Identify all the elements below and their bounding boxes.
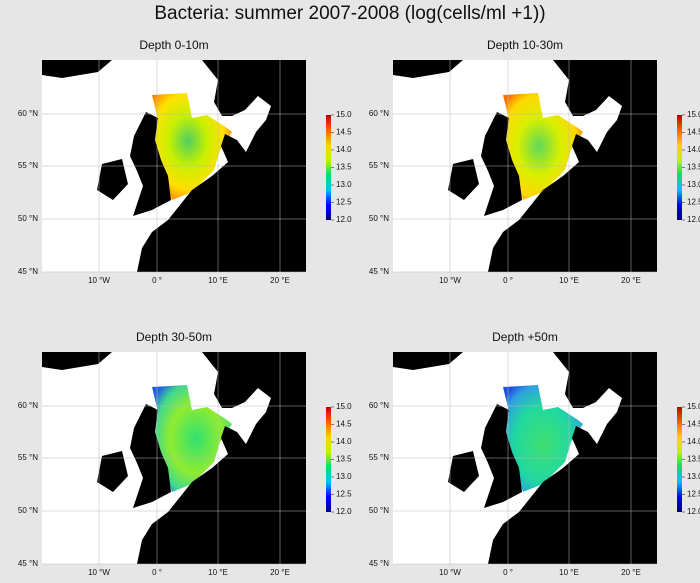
colorbar-label: 13.5 [336, 163, 352, 172]
longitude-label: 10 °E [208, 568, 228, 577]
colorbar [326, 115, 331, 220]
colorbar-label: 13.0 [687, 180, 700, 189]
panel-title: Depth 10-30m [487, 38, 563, 52]
map-panel: Depth 30-50m 45 °N 50 °N 55 °N 60 °N 10 °W 0 °… [18, 330, 352, 577]
colorbar-label: 12.5 [687, 198, 700, 207]
longitude-label: 0 ° [152, 568, 162, 577]
longitude-label: 10 °W [88, 568, 110, 577]
land [130, 112, 171, 216]
colorbar-label: 13.0 [336, 180, 352, 189]
latitude-label: 60 °N [369, 109, 389, 118]
latitude-label: 55 °N [369, 161, 389, 170]
latitude-label: 50 °N [369, 214, 389, 223]
map-panel: Depth 10-30m 45 °N 50 °N 55 °N 60 °N 10 °W 0 °… [369, 38, 700, 285]
longitude-label: 10 °E [559, 276, 579, 285]
map-panel: Depth +50m 45 °N 50 °N 55 °N 60 °N 10 °W 0 ° 10… [369, 330, 700, 577]
latitude-label: 45 °N [18, 267, 38, 276]
colorbar-label: 14.5 [336, 420, 352, 429]
colorbar-label: 12.0 [687, 507, 700, 516]
colorbar-label: 14.0 [687, 437, 700, 446]
land [97, 159, 128, 200]
land [42, 352, 112, 370]
colorbar-label: 12.5 [687, 490, 700, 499]
latitude-label: 50 °N [369, 506, 389, 515]
colorbar-label: 13.5 [336, 455, 352, 464]
colorbar-label: 14.0 [687, 145, 700, 154]
colorbar-label: 12.0 [336, 215, 352, 224]
land [42, 60, 112, 78]
colorbar-label: 14.5 [687, 420, 700, 429]
land [393, 352, 463, 370]
longitude-label: 20 °E [621, 276, 641, 285]
colorbar-label: 12.5 [336, 198, 352, 207]
latitude-label: 55 °N [369, 453, 389, 462]
measured-field [503, 93, 583, 200]
measured-field [503, 385, 583, 492]
colorbar-label: 13.0 [336, 472, 352, 481]
colorbar-label: 15.0 [687, 110, 700, 119]
colorbar-label: 15.0 [336, 402, 352, 411]
latitude-label: 55 °N [18, 453, 38, 462]
longitude-label: 0 ° [152, 276, 162, 285]
latitude-label: 45 °N [369, 559, 389, 568]
latitude-label: 50 °N [18, 214, 38, 223]
land [130, 404, 171, 508]
colorbar-label: 14.5 [687, 128, 700, 137]
latitude-label: 45 °N [369, 267, 389, 276]
colorbar-label: 13.5 [687, 163, 700, 172]
colorbar-label: 14.0 [336, 145, 352, 154]
longitude-label: 10 °E [208, 276, 228, 285]
colorbar-label: 12.0 [336, 507, 352, 516]
colorbar [677, 407, 682, 512]
land [448, 159, 479, 200]
land [481, 404, 522, 508]
colorbar [677, 115, 682, 220]
latitude-label: 60 °N [18, 109, 38, 118]
colorbar-label: 15.0 [687, 402, 700, 411]
panel-title: Depth 30-50m [136, 330, 212, 344]
panel-title: Depth +50m [492, 330, 558, 344]
colorbar-label: 12.0 [687, 215, 700, 224]
longitude-label: 20 °E [270, 276, 290, 285]
measured-field [152, 385, 232, 492]
colorbar-label: 14.0 [336, 437, 352, 446]
colorbar-label: 12.5 [336, 490, 352, 499]
land [393, 60, 463, 78]
colorbar [326, 407, 331, 512]
longitude-label: 10 °W [88, 276, 110, 285]
colorbar-label: 13.0 [687, 472, 700, 481]
land [448, 451, 479, 492]
longitude-label: 10 °W [439, 276, 461, 285]
latitude-label: 50 °N [18, 506, 38, 515]
panel-title: Depth 0-10m [139, 38, 208, 52]
latitude-label: 60 °N [18, 401, 38, 410]
longitude-label: 10 °W [439, 568, 461, 577]
longitude-label: 0 ° [503, 276, 513, 285]
colorbar-label: 14.5 [336, 128, 352, 137]
measured-field [152, 93, 232, 200]
longitude-label: 20 °E [621, 568, 641, 577]
map-panel: Depth 0-10m 45 °N 50 °N 55 °N 60 °N 10 °W 0 ° 1… [18, 38, 352, 285]
latitude-label: 60 °N [369, 401, 389, 410]
figure-title: Bacteria: summer 2007-2008 (log(cells/ml… [154, 3, 545, 24]
latitude-label: 45 °N [18, 559, 38, 568]
latitude-label: 55 °N [18, 161, 38, 170]
land [481, 112, 522, 216]
longitude-label: 0 ° [503, 568, 513, 577]
land [97, 451, 128, 492]
colorbar-label: 13.5 [687, 455, 700, 464]
longitude-label: 10 °E [559, 568, 579, 577]
longitude-label: 20 °E [270, 568, 290, 577]
colorbar-label: 15.0 [336, 110, 352, 119]
